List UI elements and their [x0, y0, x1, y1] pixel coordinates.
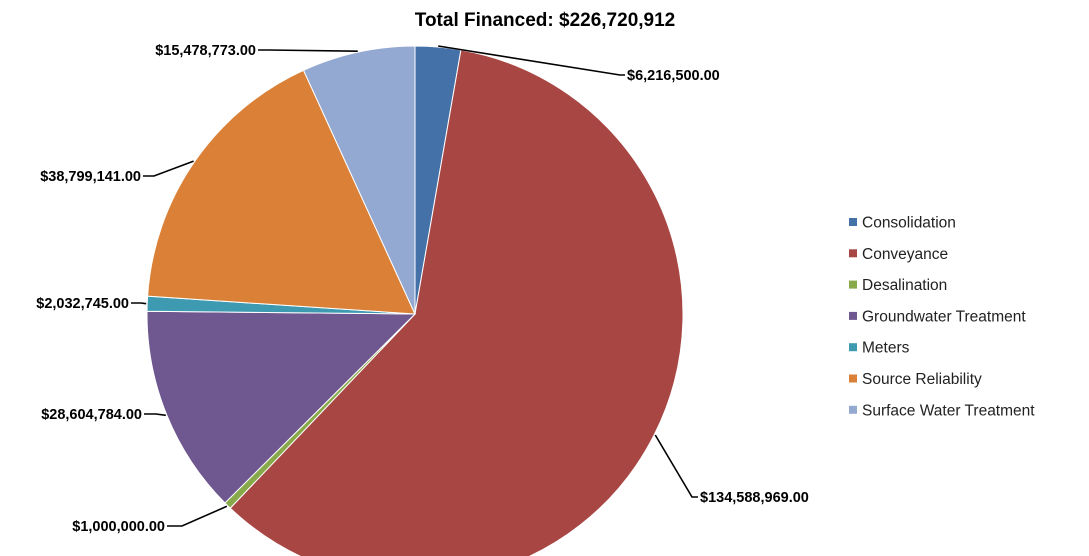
- leader-line-conveyance: [654, 434, 698, 498]
- legend-label-conveyance: Conveyance: [862, 246, 948, 263]
- legend-label-meters: Meters: [862, 340, 910, 357]
- chart-title: Total Financed: $226,720,912: [415, 10, 676, 31]
- legend-swatch-consolidation: [849, 218, 857, 226]
- legend-label-surface-water-treatment: Surface Water Treatment: [862, 402, 1035, 419]
- legend-swatch-surface-water-treatment: [849, 405, 857, 414]
- legend-swatch-groundwater-treatment: [849, 311, 857, 320]
- legend-label-consolidation: Consolidation: [862, 215, 956, 232]
- data-label-groundwater-treatment: $28,604,784.00: [41, 407, 142, 423]
- data-label-conveyance: $134,588,969.00: [700, 490, 809, 506]
- pie-slice-conveyance: [229, 49, 684, 556]
- leader-line-desalination: [167, 505, 228, 527]
- pie-slices: [146, 45, 684, 556]
- legend-swatch-conveyance: [849, 249, 857, 258]
- leader-line-groundwater-treatment: [144, 413, 166, 417]
- pie-slice-source-reliability: [147, 69, 416, 315]
- legend: Consolidation Conveyance Desalination Groun…: [849, 215, 1035, 419]
- leader-lines: [131, 45, 698, 527]
- leader-line-surface-water-treatment: [258, 49, 358, 52]
- legend-label-desalination: Desalination: [862, 277, 947, 294]
- legend-swatch-meters: [849, 343, 857, 352]
- data-label-surface-water-treatment: $15,478,773.00: [155, 43, 256, 59]
- data-label-consolidation: $6,216,500.00: [627, 68, 720, 84]
- data-label-desalination: $1,000,000.00: [72, 519, 165, 535]
- legend-label-groundwater-treatment: Groundwater Treatment: [862, 308, 1026, 325]
- legend-swatch-desalination: [849, 280, 857, 289]
- leader-line-meters: [131, 302, 147, 305]
- pie-slice-groundwater-treatment: [146, 310, 417, 504]
- data-labels: $6,216,500.00 $134,588,969.00 $1,000,000.0…: [36, 43, 809, 535]
- data-label-source-reliability: $38,799,141.00: [40, 169, 141, 185]
- legend-swatch-source-reliability: [849, 374, 857, 383]
- leader-line-consolidation: [438, 45, 625, 76]
- pie-slice-surface-water-treatment: [302, 45, 416, 315]
- data-label-meters: $2,032,745.00: [36, 296, 129, 312]
- leader-line-source-reliability: [143, 160, 194, 177]
- legend-label-source-reliability: Source Reliability: [862, 371, 982, 388]
